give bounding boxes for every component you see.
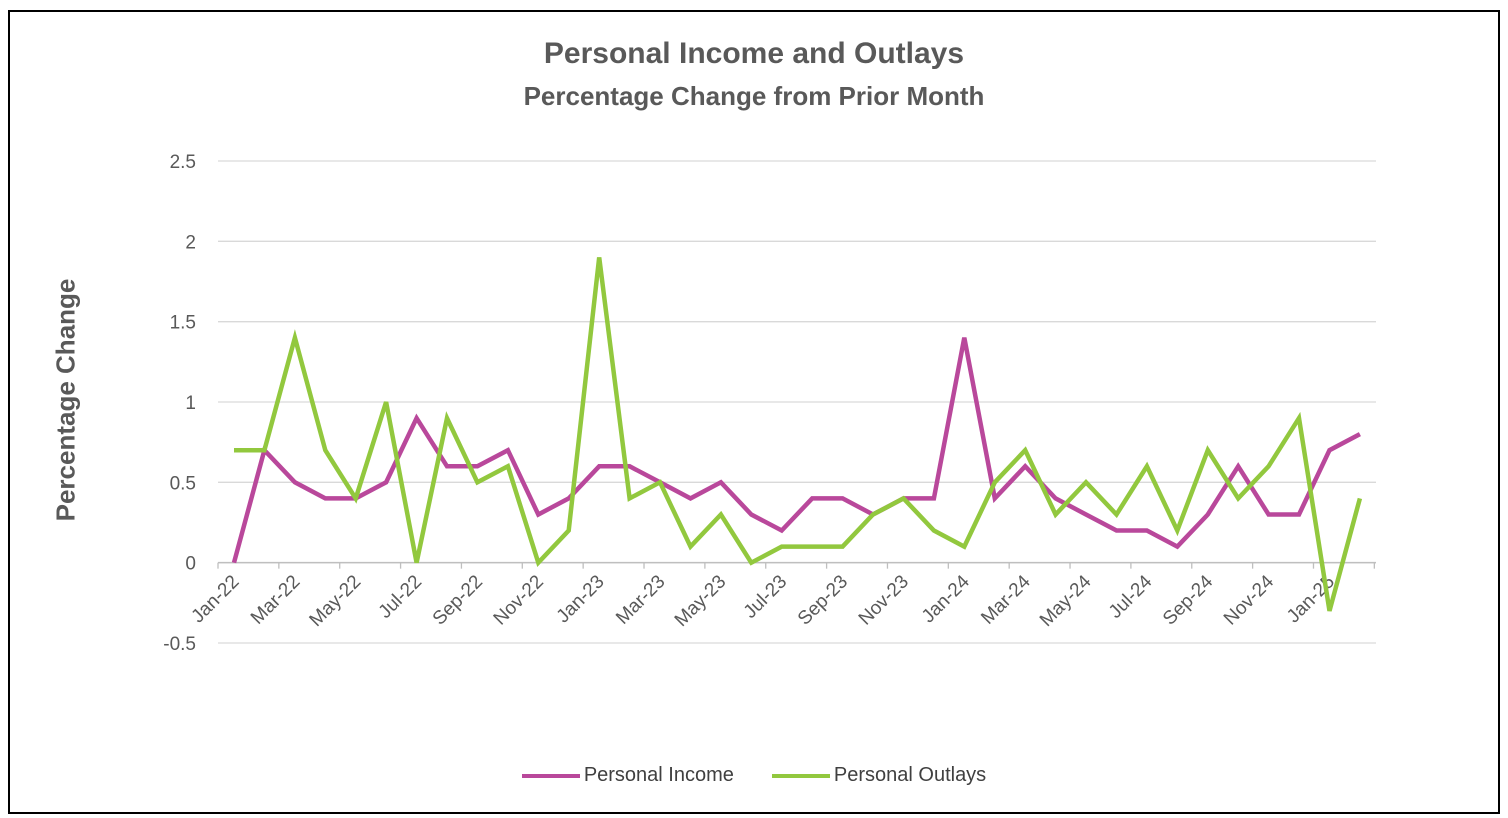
x-tick-label: Nov-22 [490,571,548,629]
chart-title: Personal Income and Outlays [543,37,965,70]
x-tick-label: Jan-23 [553,571,609,627]
x-tick-label: Mar-24 [977,571,1035,629]
x-tick-label: May-24 [1036,571,1096,631]
y-tick-label: 0 [185,554,196,575]
x-tick-label: Jul-23 [740,571,791,622]
x-tick-label: Sep-23 [794,571,852,629]
y-tick-label: 2 [185,232,196,253]
chart-subtitle: Percentage Change from Prior Month [523,81,985,111]
x-tick-label: Jan-24 [918,571,974,627]
legend-item-personal-outlays: Personal Outlays [771,764,987,787]
y-tick-label: 0.5 [170,473,196,494]
y-tick-label: 2.5 [170,152,196,173]
y-tick-label: 1.5 [170,313,196,334]
legend-swatch-personal-income [521,773,580,778]
x-tick-label: Mar-23 [612,571,669,628]
series-line-personal-income [231,337,1361,564]
legend: Personal Income Personal Outlays [0,764,1508,787]
legend-item-personal-income: Personal Income [521,764,734,787]
legend-label-personal-income: Personal Income [583,764,734,786]
x-tick-label: Sep-22 [429,571,487,629]
x-tick-label: May-22 [306,571,366,631]
chart-frame [8,10,1500,814]
x-tick-label: Nov-24 [1220,571,1278,629]
x-tick-label: Sep-24 [1159,571,1217,629]
x-tick-label: Nov-23 [855,571,913,629]
legend-swatch-personal-outlays [771,773,830,778]
y-tick-label: 1 [185,393,196,414]
x-tick-label: Jan-22 [188,571,244,627]
x-tick-label: Jul-24 [1105,571,1157,623]
legend-label-personal-outlays: Personal Outlays [833,764,987,786]
x-tick-label: Jul-22 [375,571,426,622]
x-tick-label: Mar-22 [247,571,304,628]
x-tick-label: May-23 [671,571,731,631]
y-tick-label: -0.5 [163,634,196,655]
series-line-personal-outlays [234,257,1363,612]
